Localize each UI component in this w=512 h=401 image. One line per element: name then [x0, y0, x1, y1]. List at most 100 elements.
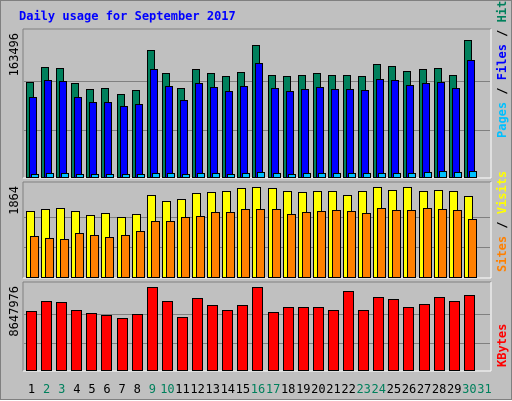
sites-bar-day-20 — [317, 211, 326, 278]
files-bar-day-23 — [361, 90, 369, 178]
pages-bar-day-18 — [288, 174, 296, 178]
sites-bar-day-22 — [347, 211, 356, 278]
sites-bar-day-15 — [241, 209, 250, 278]
x-tick-label-day-21: 21 — [326, 382, 340, 396]
pages-bar-day-7 — [122, 174, 130, 178]
sites-bar-day-28 — [438, 209, 447, 278]
pages-bar-day-1 — [31, 174, 39, 178]
x-tick-label-day-27: 27 — [417, 382, 431, 396]
x-tick-label-day-24: 24 — [372, 382, 386, 396]
files-bar-day-24 — [376, 79, 384, 178]
files-bar-day-11 — [180, 100, 188, 178]
files-bar-day-30 — [467, 60, 475, 178]
files-bar-day-25 — [391, 80, 399, 178]
pages-bar-day-23 — [363, 173, 371, 178]
x-tick-label-day-2: 2 — [43, 382, 50, 396]
pages-bar-day-17 — [273, 173, 281, 178]
kbytes-bar-day-19 — [298, 307, 309, 371]
kbytes-bar-day-18 — [283, 307, 294, 371]
files-bar-day-14 — [225, 91, 233, 178]
pages-bar-day-29 — [454, 172, 462, 178]
pages-bar-day-9 — [152, 173, 160, 178]
legend-part: Visits — [495, 171, 509, 214]
kbytes-bar-day-23 — [358, 310, 369, 371]
sites-bar-day-30 — [468, 219, 477, 278]
x-tick-label-day-22: 22 — [341, 382, 355, 396]
sites-bar-day-24 — [377, 208, 386, 278]
pages-bar-day-12 — [197, 173, 205, 178]
hits-right-legend: Pages / Files / Hits — [495, 1, 509, 138]
kbytes-bar-day-9 — [147, 287, 158, 371]
x-tick-label-day-15: 15 — [236, 382, 250, 396]
pages-bar-day-10 — [167, 173, 175, 178]
pages-bar-day-2 — [46, 173, 54, 178]
kbytes-bar-day-22 — [343, 291, 354, 371]
sites-bar-day-16 — [256, 209, 265, 278]
kbytes-bar-day-26 — [403, 307, 414, 371]
sites-bar-day-11 — [181, 217, 190, 278]
pages-bar-day-22 — [348, 173, 356, 178]
sites-bar-day-3 — [60, 239, 69, 278]
x-tick-label-day-9: 9 — [149, 382, 156, 396]
files-bar-day-5 — [89, 102, 97, 178]
kbytes-bar-day-24 — [373, 297, 384, 371]
files-bar-day-9 — [150, 69, 158, 178]
kbytes-right-legend: KBytes — [495, 324, 509, 367]
sites-bar-day-13 — [211, 212, 220, 278]
kbytes-bar-day-2 — [41, 301, 52, 371]
x-tick-label-day-1: 1 — [28, 382, 35, 396]
files-bar-day-15 — [240, 86, 248, 178]
kbytes-bar-day-14 — [222, 310, 233, 371]
files-bar-day-26 — [406, 85, 414, 178]
sites-bar-day-26 — [407, 210, 416, 278]
kbytes-bar-day-1 — [26, 311, 37, 371]
files-bar-day-13 — [210, 87, 218, 178]
visits-ymax-label: 1864 — [7, 186, 21, 215]
legend-part: / — [495, 80, 509, 102]
legend-part: Pages — [495, 102, 509, 138]
pages-bar-day-27 — [424, 172, 432, 178]
pages-bar-day-5 — [91, 174, 99, 178]
x-tick-label-day-20: 20 — [311, 382, 325, 396]
files-bar-day-18 — [286, 91, 294, 178]
sites-bar-day-1 — [30, 236, 39, 278]
files-bar-day-2 — [44, 80, 52, 178]
pages-bar-day-30 — [469, 171, 477, 178]
kbytes-bar-day-13 — [207, 305, 218, 371]
x-tick-label-day-16: 16 — [251, 382, 265, 396]
sites-bar-day-7 — [121, 235, 130, 278]
x-tick-label-day-6: 6 — [103, 382, 110, 396]
legend-part: Sites — [495, 236, 509, 272]
pages-bar-day-3 — [61, 173, 69, 178]
sites-bar-day-9 — [151, 221, 160, 278]
kbytes-ymax-label: 8647976 — [7, 286, 21, 337]
chart-title: Daily usage for September 2017 — [19, 9, 236, 23]
files-bar-day-20 — [316, 87, 324, 178]
x-tick-label-day-29: 29 — [447, 382, 461, 396]
pages-bar-day-19 — [303, 173, 311, 178]
files-bar-day-28 — [437, 82, 445, 178]
kbytes-bar-day-21 — [328, 310, 339, 371]
files-bar-day-10 — [165, 86, 173, 178]
kbytes-bar-day-10 — [162, 301, 173, 371]
files-bar-day-16 — [255, 63, 263, 178]
x-tick-label-day-3: 3 — [58, 382, 65, 396]
pages-bar-day-13 — [212, 173, 220, 178]
kbytes-bar-day-12 — [192, 298, 203, 371]
x-tick-label-day-17: 17 — [266, 382, 280, 396]
kbytes-bar-day-5 — [86, 313, 97, 371]
sites-bar-day-17 — [272, 209, 281, 278]
sites-bar-day-10 — [166, 221, 175, 278]
pages-bar-day-21 — [333, 173, 341, 178]
sites-bar-day-23 — [362, 213, 371, 278]
kbytes-bar-day-6 — [101, 315, 112, 371]
pages-bar-day-20 — [318, 173, 326, 178]
kbytes-bar-day-16 — [252, 287, 263, 371]
x-tick-label-day-11: 11 — [175, 382, 189, 396]
files-bar-day-12 — [195, 83, 203, 178]
files-bar-day-17 — [271, 88, 279, 178]
legend-part: / — [495, 22, 509, 44]
kbytes-bar-day-4 — [71, 310, 82, 371]
legend-part: Files — [495, 44, 509, 80]
